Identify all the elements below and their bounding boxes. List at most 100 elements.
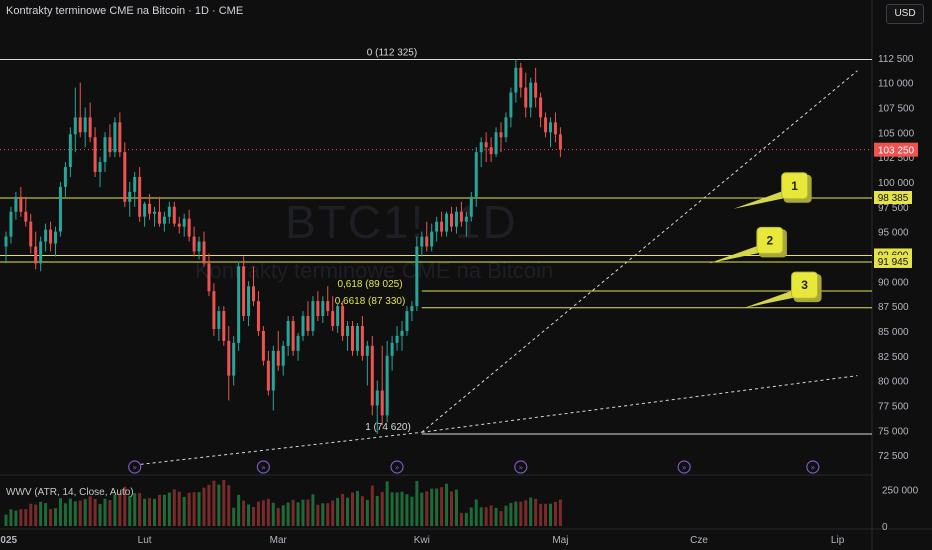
candle-body <box>83 117 87 133</box>
candle-body <box>118 122 122 153</box>
volume-bar <box>256 501 260 526</box>
price-tick-label: 112 500 <box>878 54 914 65</box>
volume-bar <box>148 498 152 526</box>
candle-body <box>464 216 468 222</box>
volume-bar <box>544 503 548 526</box>
volume-bar <box>425 491 429 526</box>
candle-body <box>182 218 186 227</box>
candle-body <box>524 87 528 108</box>
volume-bar <box>395 492 399 526</box>
callout-arrow <box>743 290 802 309</box>
volume-bar <box>469 507 473 526</box>
callout-arrow <box>733 190 792 209</box>
volume-bar <box>331 500 335 526</box>
candle-body <box>88 117 92 138</box>
volume-bar <box>370 485 374 526</box>
volume-bar <box>252 506 255 526</box>
candle-body <box>534 82 538 98</box>
candle-body <box>549 122 552 133</box>
volume-bar <box>435 488 439 526</box>
volume-bar <box>44 503 48 526</box>
candle-body <box>375 390 379 406</box>
volume-bar <box>63 503 67 526</box>
event-marker-glyph: » <box>810 463 815 472</box>
candle-body <box>93 137 97 173</box>
candle-body <box>172 206 176 224</box>
volume-bar <box>58 498 62 526</box>
volume-bar <box>157 494 161 526</box>
volume-tick-label: 0 <box>882 522 888 533</box>
candle-body <box>450 213 453 227</box>
volume-bar <box>98 504 102 526</box>
candle-body <box>153 211 156 214</box>
volume-bar <box>182 496 186 526</box>
candle-body <box>44 229 48 242</box>
currency-button[interactable]: USD <box>886 4 924 24</box>
volume-bar <box>153 498 156 526</box>
trendline <box>421 70 858 433</box>
volume-bar <box>479 507 483 526</box>
trendline <box>134 431 422 466</box>
callout-badge <box>756 226 784 254</box>
candle-body <box>484 142 488 148</box>
price-tick-label: 100 000 <box>878 178 915 189</box>
candle-body <box>499 132 503 138</box>
time-tick-label: Maj <box>552 535 568 546</box>
candle-body <box>256 301 260 331</box>
candle-body <box>212 291 216 329</box>
volume-bar <box>326 503 330 526</box>
candle-body <box>519 67 523 88</box>
candle-body <box>24 211 28 222</box>
candle-body <box>177 223 181 227</box>
volume-bar <box>187 492 191 526</box>
volume-bar <box>271 502 275 526</box>
candle-body <box>489 147 493 155</box>
candle-body <box>400 330 404 336</box>
candle-body <box>336 306 340 326</box>
price-tick-label: 97 500 <box>878 203 909 214</box>
candle-body <box>445 213 449 232</box>
candle-body <box>321 301 325 317</box>
price-tick-label: 110 000 <box>878 79 914 90</box>
candle-body <box>29 221 33 247</box>
candle-body <box>261 330 265 361</box>
volume-bar <box>232 507 236 526</box>
candle-body <box>390 342 394 356</box>
candle-body <box>311 301 315 331</box>
volume-bar <box>534 498 538 526</box>
event-marker-icon <box>514 460 528 474</box>
volume-bar <box>365 500 369 526</box>
candle-body <box>360 325 364 356</box>
price-tick-label: 87 500 <box>878 302 909 313</box>
candle-body <box>291 321 295 351</box>
fib-label: 0,618 (89 025) <box>337 279 402 290</box>
candle-body <box>454 211 458 227</box>
volume-bar <box>296 502 300 526</box>
volume-bar <box>450 491 453 526</box>
candle-body <box>222 311 226 341</box>
volume-bar <box>138 493 142 526</box>
candle-body <box>276 350 280 366</box>
price-tick-label: 80 000 <box>878 377 909 388</box>
candle-body <box>385 355 389 416</box>
candle-body <box>440 221 444 232</box>
candle-body <box>197 241 201 252</box>
volume-bar <box>39 501 43 526</box>
candle-body <box>286 321 290 346</box>
volume-bar <box>553 501 557 526</box>
level-tag-label: 91 945 <box>878 257 909 268</box>
candle-body <box>167 206 171 217</box>
candle-body <box>281 345 285 366</box>
volume-bar <box>24 509 28 526</box>
candle-body <box>252 286 255 302</box>
level-tag <box>874 254 912 268</box>
volume-bar <box>14 510 18 526</box>
volume-bar <box>316 504 320 526</box>
volume-bar <box>207 484 211 526</box>
volume-bar <box>93 498 97 526</box>
candle-body <box>425 236 429 247</box>
trendline <box>421 375 858 433</box>
candle-body <box>217 311 221 329</box>
volume-bar <box>192 492 196 526</box>
